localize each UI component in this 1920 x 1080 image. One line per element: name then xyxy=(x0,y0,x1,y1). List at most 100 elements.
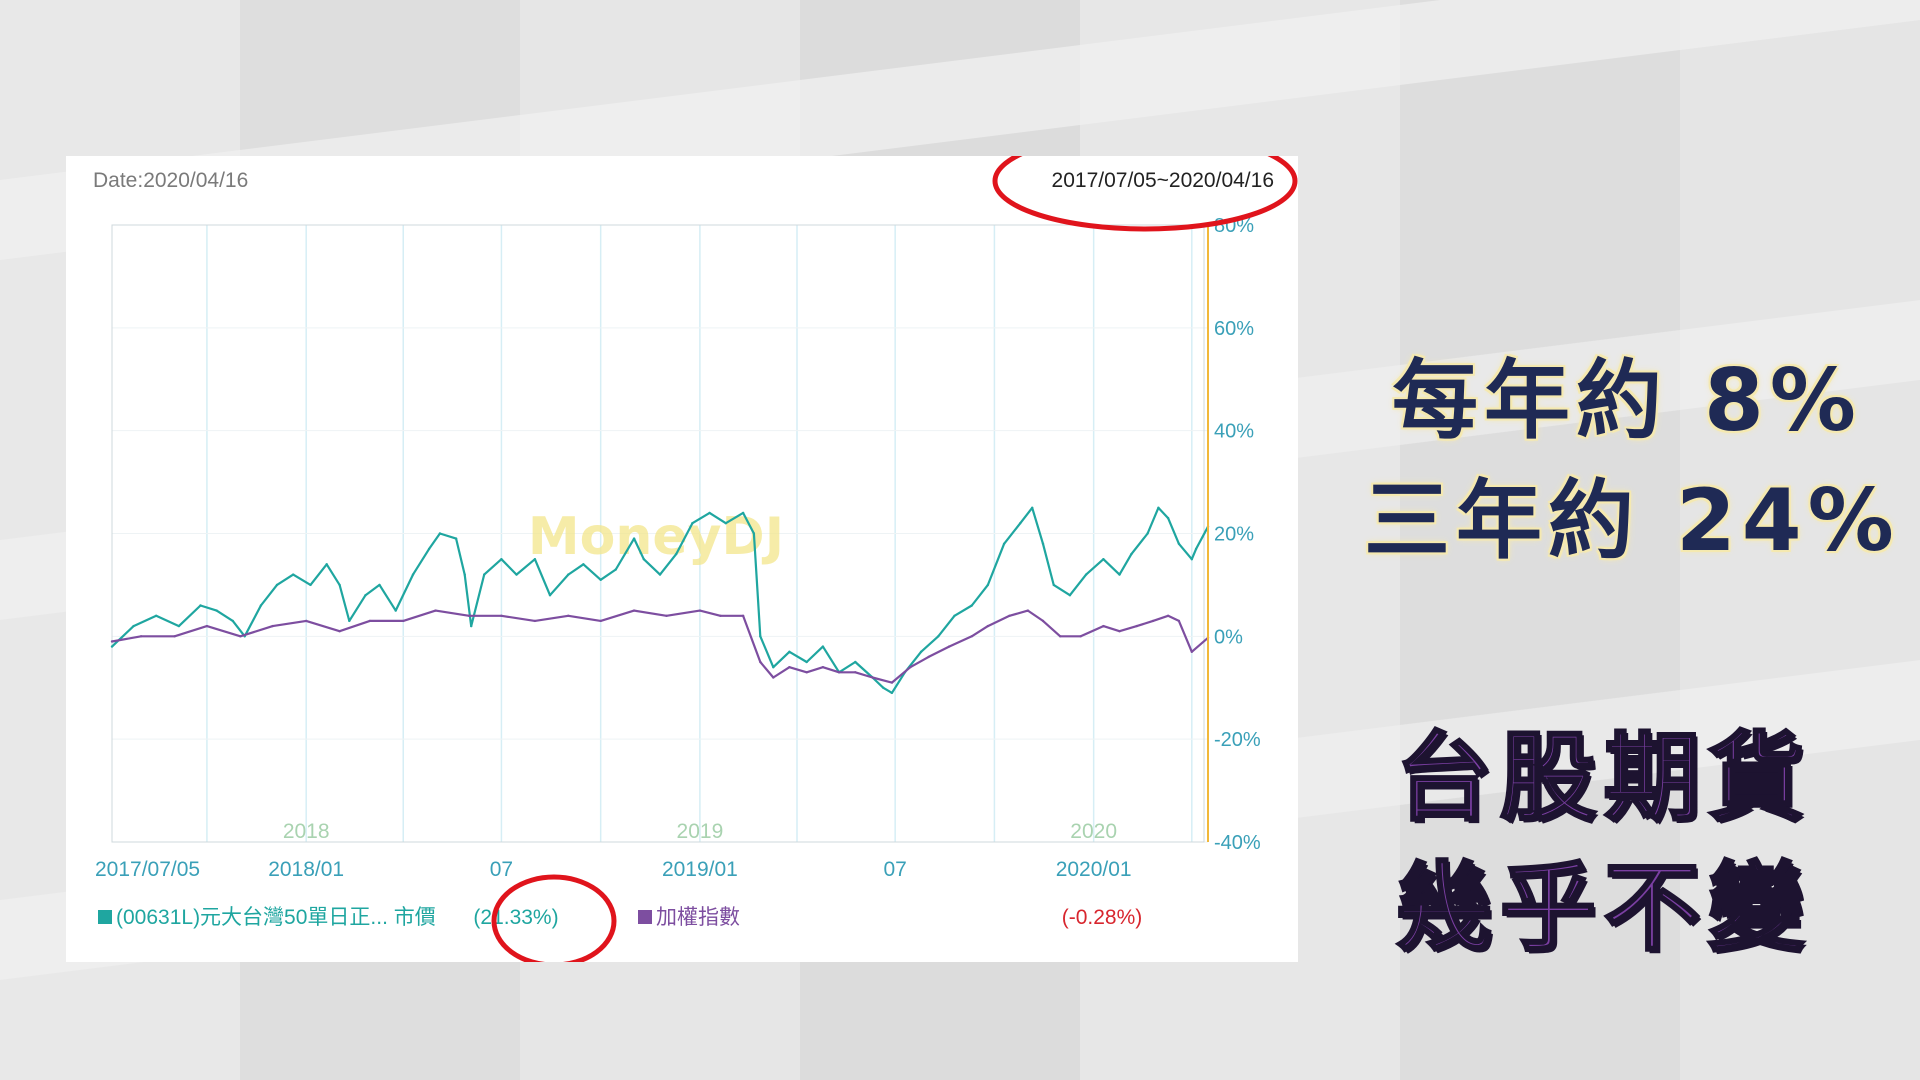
series-1-point xyxy=(752,532,756,535)
watermark: MoneyDJ xyxy=(528,507,784,567)
series-1-point xyxy=(110,645,114,648)
series-1-point xyxy=(215,609,218,612)
series-1-point xyxy=(919,650,923,653)
series-2-point xyxy=(599,619,602,623)
series-1-point xyxy=(1146,532,1149,535)
series-2-point xyxy=(759,660,762,664)
series-1-point xyxy=(427,547,431,551)
series-1-point xyxy=(741,511,745,515)
series-2-point xyxy=(402,619,405,623)
series-1-point xyxy=(1031,506,1034,509)
x-tick-label: 07 xyxy=(883,858,906,881)
series-2-point xyxy=(368,619,371,623)
series-1-point xyxy=(1177,542,1181,545)
series-1-point xyxy=(642,558,645,561)
series-1-point xyxy=(805,660,808,664)
series-1-point xyxy=(1068,594,1072,597)
series-1-point xyxy=(970,604,973,607)
series-1-point xyxy=(463,573,466,576)
legend-series-2-value: (-0.28%) xyxy=(1062,906,1143,929)
series-2-point xyxy=(805,671,808,674)
series-2-point xyxy=(788,666,791,669)
series-2-point xyxy=(1118,630,1121,633)
series-2-point xyxy=(500,614,503,617)
series-2-point xyxy=(947,645,951,648)
series-1-point xyxy=(1041,542,1045,545)
series-1-point xyxy=(155,614,158,617)
x-tick-label: 2018/01 xyxy=(268,858,344,881)
chart-panel: MoneyDJ 2018 2019 2020 80% 60% 40% 20% 0% -20% -… xyxy=(66,156,1298,962)
y-tick-label: 0% xyxy=(1214,626,1243,648)
series-2-point xyxy=(533,619,537,623)
series-2-point xyxy=(1102,624,1105,628)
series-1-point xyxy=(675,552,678,556)
series-2-point xyxy=(1151,619,1155,623)
series-2-point xyxy=(305,619,308,623)
legend-series-1-value: (21.33%) xyxy=(473,906,558,929)
series-1-point xyxy=(1084,573,1088,576)
series-1-point xyxy=(691,522,694,525)
series-1-point xyxy=(275,583,279,587)
x-tick-label: 2019/01 xyxy=(662,858,738,881)
series-2-point xyxy=(741,614,745,617)
series-1-point xyxy=(890,691,894,695)
series-1-point xyxy=(882,686,885,689)
series-1-point xyxy=(937,635,940,638)
annotation-yearly: 每年約 8% xyxy=(1392,351,1862,451)
legend-series-2-label[interactable]: 加權指數 xyxy=(656,906,740,929)
series-1-point xyxy=(1157,506,1160,509)
y-tick-label: 40% xyxy=(1214,421,1254,443)
series-1-point xyxy=(1166,516,1170,520)
series-1-point xyxy=(1019,522,1022,525)
year-label: 2018 xyxy=(283,820,330,843)
series-2-point xyxy=(239,635,242,638)
series-1-point xyxy=(772,666,775,669)
value-highlight-circle xyxy=(491,874,617,962)
series-1-point xyxy=(483,573,486,576)
year-labels: 2018 2019 2020 xyxy=(283,820,1117,843)
series-2-point xyxy=(837,671,841,674)
series-2-point xyxy=(970,635,973,638)
series-2-point xyxy=(139,635,143,638)
series-1-point xyxy=(378,583,381,587)
legend: (00631L)元大台灣50單日正... 市價 (21.33%) 加權指數 (-… xyxy=(98,874,1143,962)
series-2-point xyxy=(110,640,114,643)
annotation-three-year: 三年約 24% xyxy=(1364,471,1900,571)
series-line-2 xyxy=(111,609,1209,684)
series-1-point xyxy=(259,604,263,607)
series-1-point xyxy=(470,624,473,628)
series-2-point xyxy=(854,671,857,674)
series-2-point xyxy=(927,655,930,659)
series-1-point xyxy=(500,558,503,561)
series-lines xyxy=(110,506,1210,695)
series-2-point xyxy=(986,624,990,628)
series-1-point xyxy=(1190,558,1194,561)
y-tick-label: 20% xyxy=(1214,524,1254,546)
series-1-point xyxy=(177,624,181,628)
series-2-point xyxy=(434,609,437,612)
x-tick-label: 07 xyxy=(490,858,513,881)
range-label[interactable]: 2017/07/05~2020/04/16 xyxy=(1052,169,1274,192)
legend-series-1-label[interactable]: (00631L)元大台灣50單日正... 市價 xyxy=(116,906,436,929)
series-1-point xyxy=(1118,573,1121,576)
series-2-point xyxy=(1059,635,1062,638)
line-chart: MoneyDJ 2018 2019 2020 80%60%40%20%0%-20%-… xyxy=(93,156,1298,962)
series-1-point xyxy=(411,573,415,576)
series-1-point xyxy=(394,609,397,612)
series-2-point xyxy=(1135,624,1139,628)
series-1-point xyxy=(724,522,727,525)
series-1-point xyxy=(1194,547,1198,551)
series-2-point xyxy=(1079,635,1082,638)
series-1-point xyxy=(292,573,295,576)
series-2-point xyxy=(271,624,274,628)
series-2-point xyxy=(1166,614,1170,617)
series-2-point xyxy=(205,624,209,628)
annotation-unchanged: 幾乎不變 xyxy=(1395,851,1812,966)
series-1-point xyxy=(348,619,351,623)
series-1-point xyxy=(708,511,711,515)
series-1-point xyxy=(309,583,312,587)
series-1-point xyxy=(1052,583,1055,587)
legend-swatch-purple xyxy=(638,910,652,924)
series-1-point xyxy=(567,573,570,576)
range-highlight-circle xyxy=(992,156,1298,232)
